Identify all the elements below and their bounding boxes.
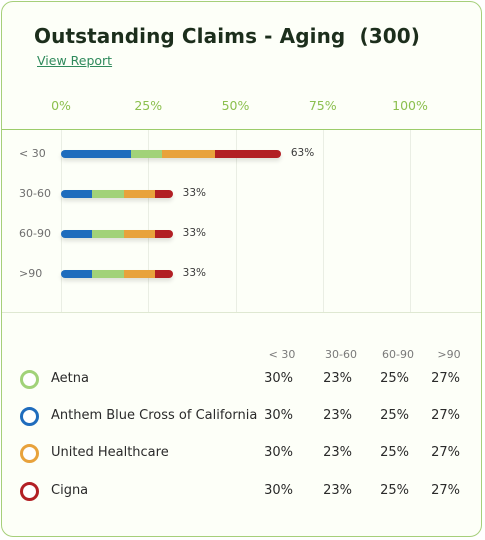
x-tick-label: 50% — [221, 98, 250, 113]
legend-marker-icon — [20, 444, 39, 463]
bar-segment[interactable] — [123, 270, 156, 278]
bar-segment[interactable] — [155, 230, 173, 238]
category-label: < 30 — [19, 147, 46, 160]
x-tick-label: 100% — [392, 98, 428, 113]
x-tick-label: 25% — [134, 98, 163, 113]
bar-total-label: 63% — [290, 147, 315, 159]
table-cell: 27% — [431, 445, 460, 460]
bar-segment[interactable] — [130, 150, 163, 158]
bar-segment[interactable] — [155, 190, 173, 198]
table-cell: 23% — [323, 445, 352, 460]
column-header: < 30 — [268, 348, 296, 361]
table-cell: 23% — [323, 408, 352, 423]
table-cell: 30% — [264, 483, 293, 498]
bar-segment[interactable] — [61, 190, 93, 198]
card-title: Outstanding Claims - Aging (300) — [34, 24, 421, 48]
category-label: >90 — [19, 267, 43, 280]
grid-line — [148, 130, 150, 312]
table-cell: 30% — [264, 445, 293, 460]
legend-marker-icon — [20, 482, 39, 501]
legend-name: United Healthcare — [51, 445, 169, 460]
column-header: 30-60 — [325, 348, 357, 361]
bar-segment[interactable] — [61, 230, 93, 238]
category-label: 30-60 — [19, 187, 51, 200]
legend-name: Cigna — [51, 483, 89, 498]
table-cell: 25% — [380, 483, 409, 498]
grid-line — [61, 130, 62, 312]
bar-segment[interactable] — [123, 190, 156, 198]
table-cell: 27% — [431, 371, 460, 386]
stacked-bar[interactable] — [61, 150, 281, 158]
table-cell: 27% — [431, 483, 460, 498]
bar-segment[interactable] — [92, 230, 124, 238]
column-header: 60-90 — [382, 348, 414, 361]
column-header: >90 — [437, 348, 461, 361]
bar-segment[interactable] — [155, 270, 173, 278]
table-cell: 25% — [380, 408, 409, 423]
bar-total-label: 33% — [182, 267, 207, 279]
grid-line — [410, 130, 411, 312]
table-cell: 27% — [431, 408, 460, 423]
x-tick-label: 75% — [308, 98, 337, 113]
section-divider — [2, 312, 481, 313]
legend-name: Anthem Blue Cross of California — [51, 408, 258, 423]
x-tick-label: 0% — [51, 98, 71, 113]
bar-total-label: 33% — [182, 187, 207, 199]
bar-segment[interactable] — [92, 270, 124, 278]
stacked-bar[interactable] — [61, 230, 173, 238]
table-cell: 25% — [380, 445, 409, 460]
bar-segment[interactable] — [123, 230, 156, 238]
bar-segment[interactable] — [61, 270, 93, 278]
view-report-link[interactable]: View Report — [37, 53, 113, 68]
bar-segment[interactable] — [61, 150, 131, 158]
table-cell: 25% — [380, 371, 409, 386]
table-cell: 30% — [264, 371, 293, 386]
legend-marker-icon — [20, 370, 39, 389]
bar-total-label: 33% — [182, 227, 207, 239]
stacked-bar[interactable] — [61, 270, 173, 278]
stacked-bar[interactable] — [61, 190, 173, 198]
table-cell: 30% — [264, 408, 293, 423]
axis-divider — [2, 129, 481, 130]
bar-segment[interactable] — [214, 150, 281, 158]
table-cell: 23% — [323, 371, 352, 386]
table-cell: 23% — [323, 483, 352, 498]
bar-segment[interactable] — [162, 150, 215, 158]
grid-line — [235, 130, 237, 312]
category-label: 60-90 — [19, 227, 51, 240]
legend-name: Aetna — [51, 371, 89, 386]
bar-segment[interactable] — [92, 190, 124, 198]
grid-line — [322, 130, 324, 312]
legend-marker-icon — [20, 407, 39, 426]
